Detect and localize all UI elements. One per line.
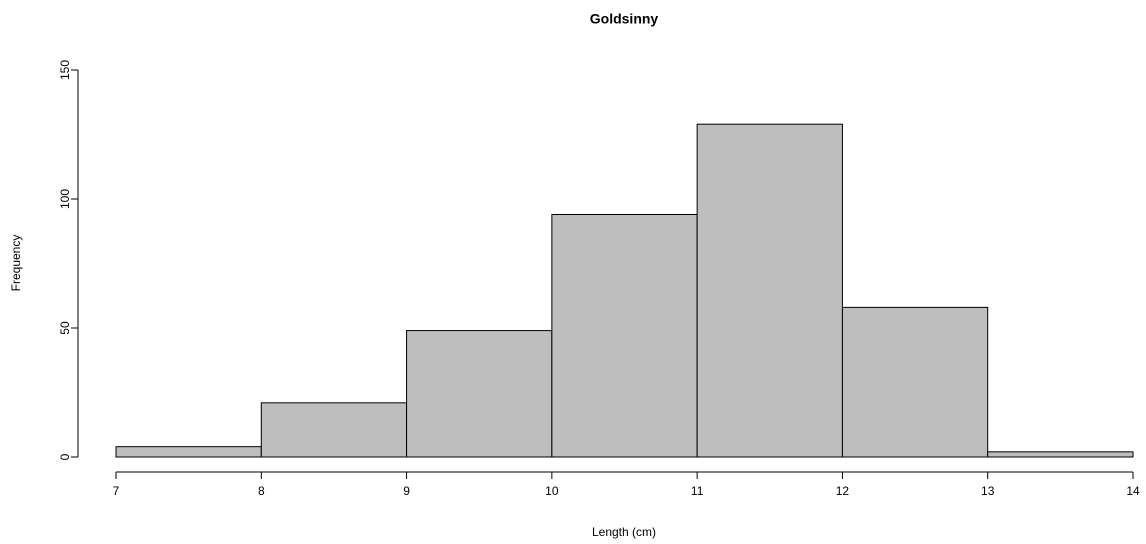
bar (115, 446, 262, 458)
x-tick-label: 11 (691, 484, 704, 498)
x-axis-label: Length (cm) (592, 525, 656, 539)
x-tick-label: 9 (403, 484, 410, 498)
bar (406, 330, 553, 458)
bar (551, 213, 698, 458)
bar (841, 306, 989, 458)
x-tick-label: 8 (258, 484, 265, 498)
bar (696, 123, 843, 458)
x-tick-label: 7 (113, 484, 120, 498)
x-tick-label: 10 (545, 484, 559, 498)
y-axis-label: Frequency (9, 235, 23, 292)
y-tick-label: 150 (58, 60, 72, 80)
x-tick-label: 14 (1126, 484, 1140, 498)
bar (260, 402, 408, 458)
y-tick-label: 0 (58, 453, 72, 460)
chart-title: Goldsinny (590, 11, 659, 27)
y-tick-label: 100 (58, 189, 72, 209)
x-tick-label: 13 (981, 484, 995, 498)
x-tick-label: 12 (836, 484, 850, 498)
y-tick-label: 50 (58, 321, 72, 335)
bar (987, 451, 1134, 458)
